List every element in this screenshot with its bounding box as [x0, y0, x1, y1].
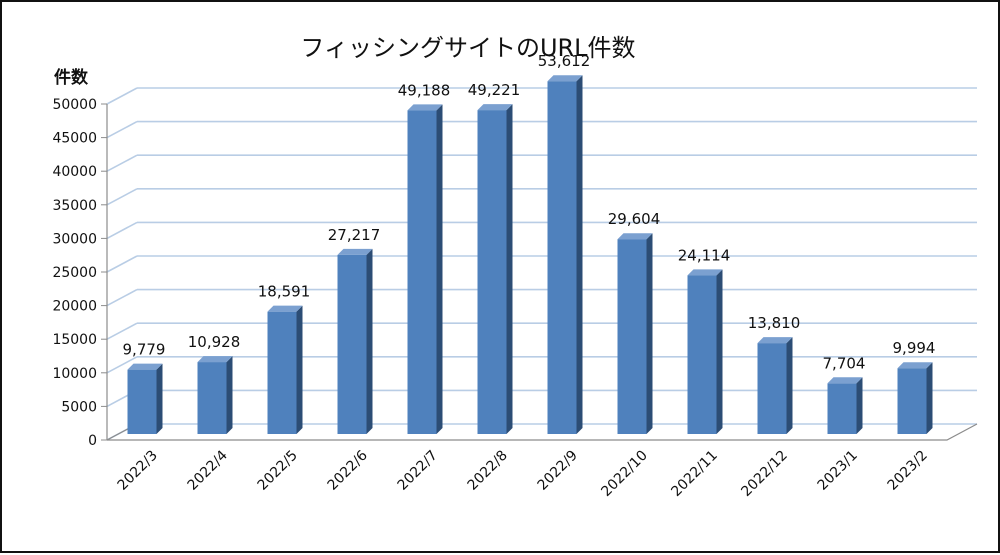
bar [827, 383, 857, 434]
y-tick-label: 5000 [61, 399, 97, 415]
bar [337, 254, 367, 434]
bar-side [506, 104, 513, 434]
bar-side [436, 104, 443, 434]
y-tick-label: 0 [88, 433, 97, 449]
x-tick-label: 2022/9 [535, 448, 581, 494]
gridline-depth [106, 154, 138, 172]
data-label: 10,928 [188, 333, 241, 351]
y-tick-label: 25000 [52, 265, 97, 281]
y-axis-label: 件数 [54, 67, 89, 88]
data-label: 27,217 [328, 226, 381, 244]
bar [477, 110, 507, 434]
bar-side [156, 363, 163, 434]
bar [757, 343, 787, 434]
bar-side [926, 362, 933, 434]
y-tick-label: 30000 [52, 231, 97, 247]
data-label: 49,188 [398, 81, 451, 99]
bar [267, 311, 297, 434]
x-tick-label: 2022/7 [395, 448, 441, 494]
bar [127, 369, 157, 434]
data-label: 9,779 [123, 341, 166, 359]
x-tick-label: 2022/10 [598, 448, 650, 500]
floor-outline [107, 423, 978, 441]
y-tick-label: 20000 [52, 299, 97, 315]
bar-side [646, 233, 653, 434]
x-tick-label: 2022/5 [255, 448, 301, 494]
bar-side [786, 337, 793, 434]
data-label: 13,810 [748, 314, 801, 332]
data-label: 18,591 [258, 283, 311, 301]
bar-side [856, 377, 863, 434]
gridline-depth [106, 188, 138, 206]
gridline-depth [106, 87, 138, 105]
bar [897, 368, 927, 434]
data-label: 49,221 [468, 81, 521, 99]
bar-top [197, 356, 233, 363]
x-tick-label: 2022/8 [465, 448, 511, 494]
bar-side [296, 305, 303, 434]
gridline-depth [106, 221, 138, 240]
x-tick-label: 2022/4 [185, 447, 231, 493]
y-tick-label: 15000 [52, 332, 97, 348]
x-tick-label: 2022/3 [115, 448, 161, 494]
data-label: 53,612 [538, 52, 591, 70]
gridline-depth [106, 288, 138, 307]
x-tick-label: 2023/2 [885, 448, 931, 494]
gridline-depth [106, 356, 138, 374]
bar-top [897, 362, 933, 369]
bar-top [687, 269, 723, 276]
bar-top [337, 248, 373, 255]
y-tick-label: 50000 [52, 97, 97, 113]
bar-side [366, 248, 373, 434]
bar [407, 110, 437, 434]
bar-top [267, 305, 303, 312]
bar [617, 239, 647, 434]
bar-top [827, 377, 863, 384]
bar [197, 362, 227, 434]
x-tick-label: 2023/1 [815, 448, 861, 494]
gridline-depth [106, 120, 138, 139]
data-label: 29,604 [608, 210, 661, 228]
y-tick-label: 40000 [52, 164, 97, 180]
chart-title: フィッシングサイトのURL件数 [300, 34, 635, 62]
bar-top [617, 233, 653, 240]
bar-top [547, 75, 583, 82]
bar-side [576, 75, 583, 435]
bar-side [716, 269, 723, 434]
gridline-depth [106, 255, 138, 273]
data-label: 24,114 [678, 246, 731, 264]
bar-side [226, 356, 233, 434]
plot-area: 0 5000 10000 15000 20000 25000 30000 35000 40000… [52, 52, 978, 500]
x-tick-label: 2022/11 [668, 448, 720, 500]
data-label: 7,704 [823, 354, 866, 372]
bar-top [757, 337, 793, 344]
x-tick-label: 2022/6 [325, 447, 371, 493]
x-tick-label: 2022/12 [738, 448, 790, 500]
y-tick-label: 45000 [52, 131, 97, 147]
bar-top [127, 363, 163, 370]
bar-top [407, 104, 443, 111]
y-tick-label: 10000 [52, 366, 97, 382]
data-label: 9,994 [893, 339, 936, 357]
bar [547, 81, 577, 435]
bar-top [477, 104, 513, 111]
y-tick-label: 35000 [52, 198, 97, 214]
gridline-depth [106, 322, 138, 340]
bar [687, 275, 717, 434]
